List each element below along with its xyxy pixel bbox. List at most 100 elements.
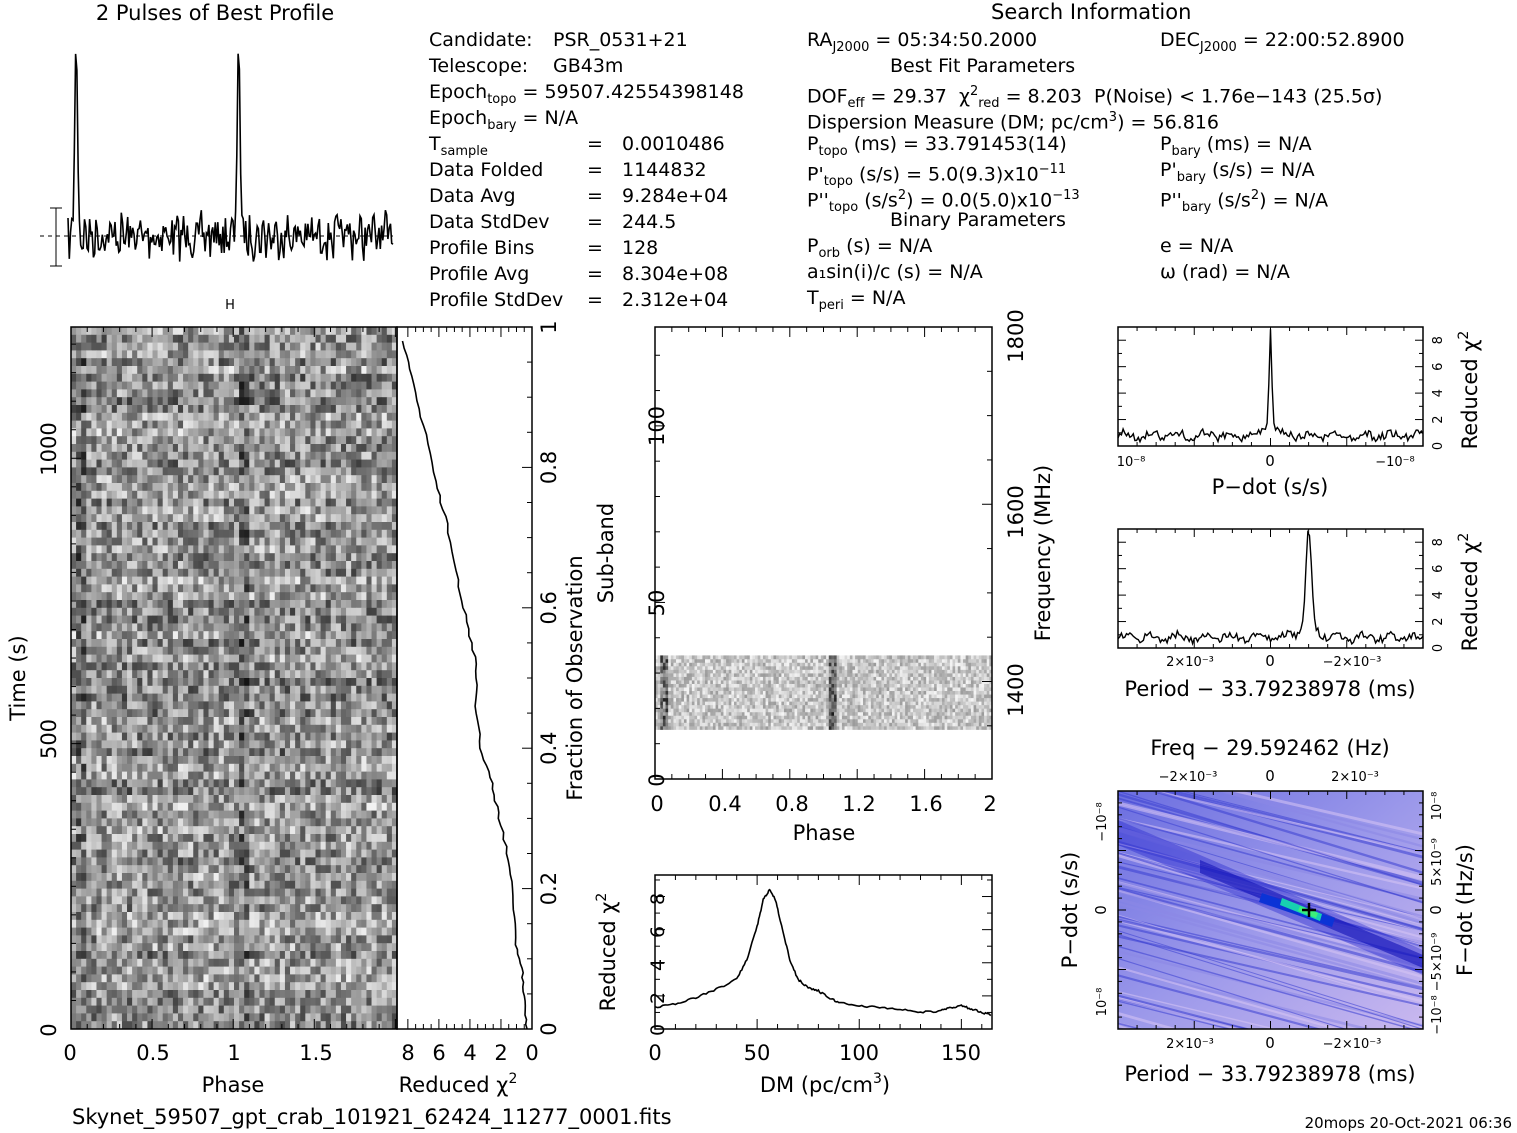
chi2-ytick: 4 (1431, 389, 1446, 397)
sb-xtick-08: 0.8 (775, 792, 808, 816)
dm-xtick-0: 0 (648, 1041, 661, 1065)
best-fit-title: Best Fit Parameters (890, 55, 1076, 77)
fraction-tick: 0.2 (537, 872, 561, 905)
ra: RAJ2000 = 05:34:50.2000 (807, 29, 1038, 55)
freq-label: Frequency (MHz) (1031, 465, 1055, 641)
stat-value: 244.5 (622, 211, 677, 233)
tp-xtick-05: 0.5 (136, 1041, 169, 1065)
dispersion-measure: Dispersion Measure (DM; pc/cm3) = 56.816 (807, 110, 1219, 134)
fraction-tick: 0.6 (537, 591, 561, 624)
chi2-ytick: 0 (1431, 442, 1446, 450)
stat-value: 0.0010486 (622, 133, 725, 155)
chi2-ytick: 8 (1431, 336, 1446, 344)
a1sini: a₁sin(i)/c (s) = N/A (807, 261, 983, 283)
pd-topo: P'topo (s/s) = 5.0(9.3)x10−11 (807, 162, 1067, 190)
stat-label-sub: sample (440, 143, 488, 159)
porb: Porb (s) = N/A (807, 235, 933, 261)
phase-error-marker: H (225, 298, 235, 313)
tp-ylabel: Time (s) (6, 635, 30, 721)
chi2-time-panel: 8 6 4 2 0 Reduced χ2 0 0.2 0.4 0.6 0.8 1 Frac… (396, 320, 587, 1097)
sb-ytick-0: 0 (645, 773, 669, 786)
ct-xtick-4: 4 (463, 1041, 476, 1065)
ct-xtick-6: 6 (432, 1041, 445, 1065)
omega: ω (rad) = N/A (1160, 261, 1290, 283)
fraction-label: Fraction of Observation (563, 555, 587, 800)
dm-xtick-150: 150 (941, 1041, 981, 1065)
stat-label: Tsample (429, 133, 488, 159)
tperi: Tperi = N/A (807, 287, 906, 313)
sb-xtick-04: 0.4 (708, 792, 741, 816)
profile-curve (67, 53, 394, 262)
tp-xtick-15: 1.5 (299, 1041, 332, 1065)
fraction-tick: 1 (537, 320, 561, 333)
telescope-value: GB43m (553, 55, 624, 77)
subband-heatmap (655, 655, 993, 730)
dm-ytick-8: 8 (647, 893, 669, 905)
stat-value: 2.312e+04 (622, 289, 729, 311)
fdot-tick-1: 5×10⁻⁹ (1430, 838, 1445, 886)
subband-panel: 0 0.4 0.8 1.2 1.6 2 Phase 0 50 100 Sub-b… (594, 309, 1055, 845)
pp-ylabel: P−dot (s/s) (1058, 852, 1082, 969)
time-phase-heatmap (71, 327, 398, 1030)
dm-ytick-4: 4 (647, 959, 669, 971)
chi2-time-curve (401, 340, 528, 1030)
period-curve (1117, 529, 1424, 647)
sb-xtick-2: 2 (983, 792, 996, 816)
stat-label: Data Folded (429, 159, 544, 181)
dec: DECJ2000 = 22:00:52.8900 (1160, 29, 1405, 55)
sb-xlabel: Phase (793, 821, 856, 845)
fdot-tick-4: −10⁻⁸ (1430, 995, 1445, 1035)
dof: DOFeff = 29.37 χ2red = 8.203 P(Noise) < … (807, 84, 1383, 112)
stat-label: Data Avg (429, 185, 516, 207)
chi2-ytick: 0 (1431, 644, 1446, 652)
search-title: Search Information (991, 0, 1192, 24)
pp-ytick-top: −10⁻⁸ (1095, 802, 1110, 842)
tp-ytick-500: 500 (37, 719, 61, 759)
freq-top-tick-left: −2×10⁻³ (1159, 770, 1218, 785)
dm-panel: 0 50 100 150 DM (pc/cm3) 0 2 4 6 8 Reduc… (594, 874, 993, 1097)
freq-top-tick-right: 2×10⁻³ (1331, 770, 1379, 785)
stat-equals: = (587, 263, 603, 285)
fdot-tick-3: −5×10⁻⁹ (1430, 933, 1445, 992)
stat-label: Profile StdDev (429, 289, 564, 311)
stat-label: Profile Avg (429, 263, 530, 285)
stat-label: Data StdDev (429, 211, 550, 233)
sb-ylabel: Sub-band (594, 503, 618, 603)
chi2-ytick: 2 (1431, 617, 1446, 625)
fraction-tick: 0 (537, 1022, 561, 1035)
p-pdot-panel: Freq − 29.592462 (Hz) −2×10⁻³ 0 2×10⁻³ (1058, 736, 1477, 1086)
dm-curve (654, 888, 992, 1017)
ct-xtick-8: 8 (401, 1041, 414, 1065)
chi2-ytick: 6 (1431, 565, 1446, 573)
tp-xtick-1: 1 (227, 1041, 240, 1065)
freq-tick-1400: 1400 (1004, 663, 1028, 716)
period-frame (1117, 528, 1424, 649)
stat-equals: = (587, 289, 603, 311)
sb-ytick-50: 50 (645, 590, 669, 617)
tp-ytick-1000: 1000 (37, 422, 61, 475)
dm-ytick-0: 0 (647, 1024, 669, 1036)
sb-xtick-12: 1.2 (842, 792, 875, 816)
stat-equals: = (587, 159, 603, 181)
eccentricity: e = N/A (1160, 235, 1234, 257)
fdot-tick-2: 0 (1427, 905, 1445, 915)
footer-stamp: 20mops 20-Oct-2021 06:36 (1305, 1114, 1512, 1132)
p-pdot-heatmap (1118, 791, 1423, 1029)
pdot-ylabel: Reduced χ2 (1456, 331, 1482, 450)
pdd-bary: P''bary (s/s2) = N/A (1160, 188, 1329, 216)
stat-value: 128 (622, 237, 659, 259)
p-topo: Ptopo (ms) = 33.791453(14) (807, 133, 1067, 159)
dm-ytick-6: 6 (647, 926, 669, 938)
freq-tick-1600: 1600 (1004, 485, 1028, 538)
ct-xlabel: Reduced χ2 (399, 1071, 518, 1097)
dm-ylabel: Reduced χ2 (594, 893, 620, 1012)
stat-equals: = (587, 237, 603, 259)
p-bary: Pbary (ms) = N/A (1160, 133, 1312, 159)
epoch-bary: Epochbary = N/A (429, 107, 579, 133)
tp-ytick-0: 0 (37, 1023, 61, 1036)
candidate-label: Candidate: (429, 29, 533, 51)
epoch-topo: Epochtopo = 59507.42554398148 (429, 81, 744, 107)
best-fit-marker (1302, 903, 1316, 917)
pp-xtick-left: 2×10⁻³ (1166, 1037, 1214, 1052)
tp-xtick-0: 0 (63, 1041, 76, 1065)
